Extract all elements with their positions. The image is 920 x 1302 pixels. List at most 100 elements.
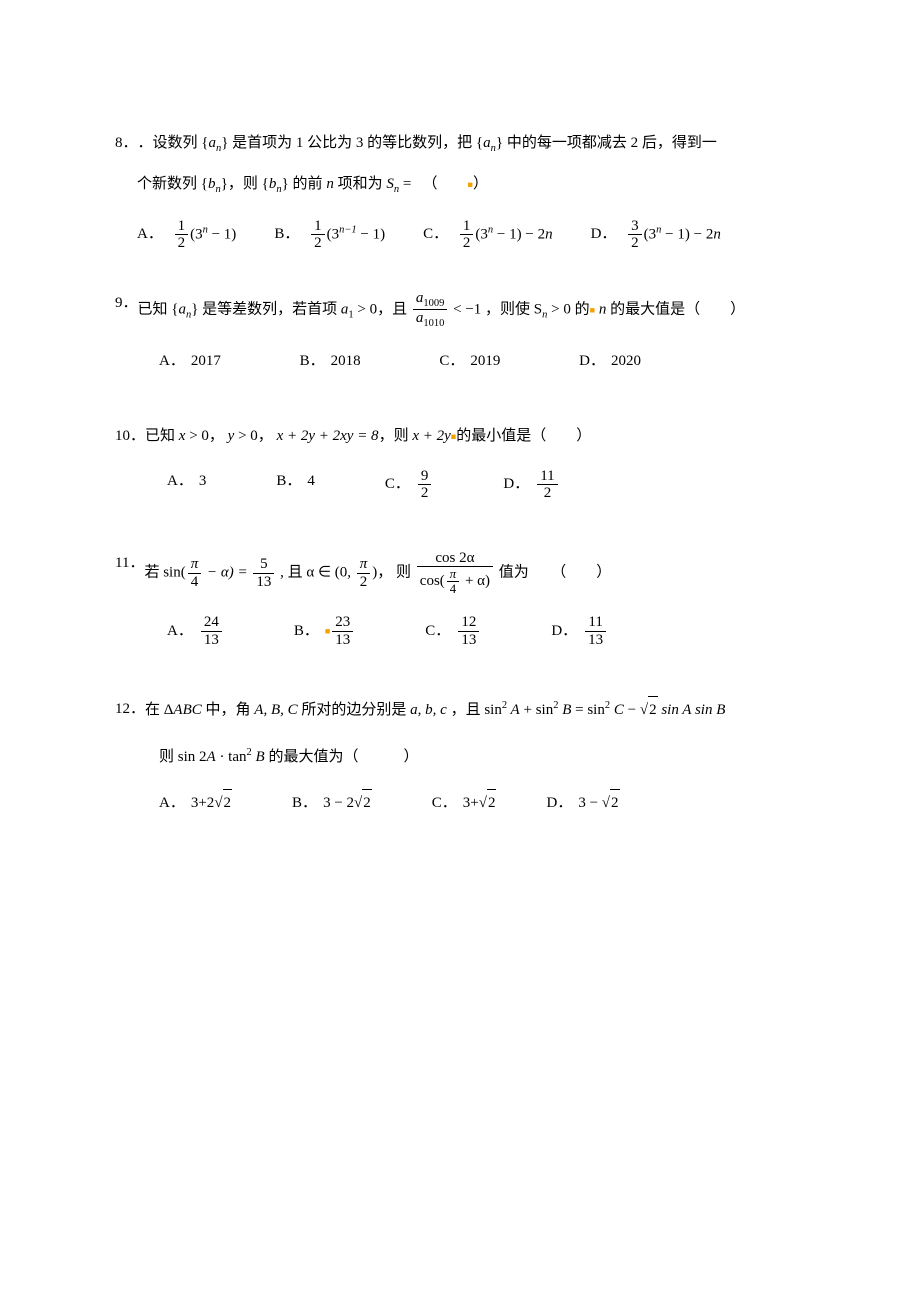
q8-c-frac: 12 [460,218,474,252]
q8-l2t3: } 的前 [282,176,327,192]
q11-b-d: 13 [332,632,353,649]
q12-Bb: B [558,702,571,718]
q10-mid: > 0， [234,428,276,444]
q9-tail2: 的最大值是（ ） [610,301,745,317]
q12-b-sq: √2 [354,789,372,817]
q8-b-fn: 1 [311,218,325,236]
q9-text: 已知 {an} 是等差数列，若首项 a1 > 0，且 a1009a1010 < … [138,290,810,330]
q8-l2t5: = （ [399,176,467,192]
q10-gt: > 0， [185,428,227,444]
q11-ma: − α) = [203,565,251,581]
q11-cos2a: cos 2α [417,550,493,568]
q10-c-d: 2 [418,485,432,502]
q11-pa: + α) [461,573,490,589]
q8-options: A． 12(3n − 1) B． 12(3n−1 − 1) C． 12(3n −… [115,218,810,252]
q9-a-l: A． [159,353,185,369]
q12-opt-c: C．3+√2 [432,789,497,817]
q12-sqrt: √2 [640,696,658,724]
q12-opt-b: B．3 − 2√2 [292,789,372,817]
q12-p2: 中，角 [202,702,255,718]
q11-pi2n: π [357,556,371,574]
q11-a-f: 2413 [201,614,222,648]
q12-a-l: A． [159,795,185,811]
q11-d-f: 1113 [585,614,606,648]
q9-b-l: B． [300,353,325,369]
q10-a-v: 3 [199,473,207,489]
q12-options: A．3+2√2 B．3 − 2√2 C．3+√2 D．3 − √2 [115,789,810,817]
question-8: 8． ．设数列 {an} 是首项为 1 公比为 3 的等比数列，把 {an} 中… [115,130,810,252]
q8-d-var: n [713,226,721,242]
q12-a-p: 3+2 [191,795,214,811]
q11-5: 5 [253,556,274,574]
q11-close: )， 则 [372,565,415,581]
q10-d-n: 11 [537,468,557,486]
q11-d-d: 13 [585,632,606,649]
question-12: 12． 在 ΔABC 中，角 A, B, C 所对的边分别是 a, b, c ，… [115,696,810,817]
q8-l2t4: 项和为 [334,176,387,192]
q12-a-sq: √2 [214,789,232,817]
q8-opt-b: B． 12(3n−1 − 1) [274,218,385,252]
q8-t2: } 是首项为 1 公比为 3 的等比数列，把 { [221,135,483,151]
q11-cosden: cos(π4 + α) [417,567,493,596]
q8-l2t6: ） [473,176,488,192]
q12-opt-a: A． 3+2√2 [159,789,232,817]
q10-s: 已知 [145,428,179,444]
q8-c-tail: − 1) − 2 [493,226,545,242]
q9-options: A．2017 B．2018 C．2019 D．2020 [115,348,679,375]
q8-number: 8． [115,130,138,157]
q9-opt-c: C．2019 [439,348,500,375]
q12-Aa: A [507,702,520,718]
q9-fn: a1009 [413,290,448,311]
q12-l2p: 则 sin 2 [159,749,207,765]
q8-c-fd: 2 [460,235,474,252]
q8-b-frac: 12 [311,218,325,252]
q11-pi: π [188,556,202,574]
q8-stem-text1: ．设数列 {an} 是首项为 1 公比为 3 的等比数列，把 {an} 中的每一… [138,130,810,159]
q12-b-l: B． [292,795,317,811]
q11-options: A．2413 B．■2313 C．1213 D．1113 [115,614,707,648]
q11-pi2: π2 [357,556,371,590]
q8-l2t2: }，则 { [221,176,269,192]
q10-options: A．3 B．4 C．92 D．112 [115,468,707,502]
q12-a-sv: 2 [223,789,233,817]
q11-cd1: cos( [420,573,445,589]
q11-opt-a: A． 2413 [167,614,224,648]
q8-a2: a [483,135,491,151]
q11-13: 13 [253,574,274,591]
q12-abc2: A, B, C [254,702,297,718]
q11-4b: 4 [447,582,459,596]
q8-opt-c: C． 12(3n − 1) − 2n [423,218,552,252]
q9-number: 9． [115,290,138,317]
q9-opt-d: D．2020 [579,348,641,375]
q8-d-frac: 32 [628,218,642,252]
q8-a: a [208,135,216,151]
q12-abc: ABC [173,702,201,718]
q12-p3: 所对的边分别是 [298,702,411,718]
q11-vt: 值为 （ ） [495,565,611,581]
q10-b-v: 4 [307,473,315,489]
q8-d-fn: 3 [628,218,642,236]
q12-plus: + sin [520,702,553,718]
q8-t3: } 中的每一项都减去 2 后，得到一 [496,135,717,151]
q8-b-fd: 2 [311,235,325,252]
q9-t1: 已知 { [138,301,179,317]
q11-a-d: 13 [201,632,222,649]
q11-pib: π [447,567,459,582]
q11-a-l: A． [167,623,193,639]
q11-b-n: 23 [332,614,353,632]
q9-d-l: D． [579,353,605,369]
q11-opt-b: B．■2313 [294,614,355,648]
q10-stem: 10． 已知 x > 0， y > 0， x + 2y + 2xy = 8，则 … [115,423,810,450]
q11-4: 4 [188,574,202,591]
q8-l2t1: 个新数列 { [137,176,208,192]
q12-l2post: 的最大值为（ ） [265,749,419,765]
q8-opt-d: D． 32(3n − 1) − 2n [591,218,721,252]
q9-gt0: > 0，且 [354,301,411,317]
q11-2: 2 [357,574,371,591]
q9-tail: > 0 的 [547,301,589,317]
q8-b-label: B． [274,226,299,242]
q11-stem: 11． 若 sin(π4 − α) = 513 , 且 α ∈ (0, π2)，… [115,550,810,597]
q12-number: 12． [115,696,145,723]
q9-fns: 1009 [423,298,444,309]
q10-opt-a: A．3 [167,468,206,502]
